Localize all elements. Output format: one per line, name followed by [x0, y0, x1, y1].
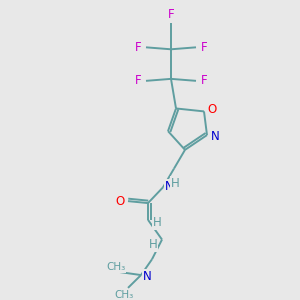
Text: H: H: [153, 216, 161, 229]
Text: F: F: [135, 74, 141, 87]
Text: CH₃: CH₃: [106, 262, 126, 272]
Text: O: O: [207, 103, 217, 116]
Text: CH₃: CH₃: [114, 290, 134, 300]
Text: O: O: [116, 195, 124, 208]
Text: N: N: [143, 270, 152, 283]
Text: F: F: [201, 74, 207, 87]
Text: F: F: [135, 41, 141, 54]
Text: H: H: [148, 238, 158, 251]
Text: F: F: [168, 8, 174, 21]
Text: H: H: [171, 177, 179, 190]
Text: N: N: [165, 180, 174, 193]
Text: F: F: [201, 41, 207, 54]
Text: N: N: [211, 130, 219, 142]
